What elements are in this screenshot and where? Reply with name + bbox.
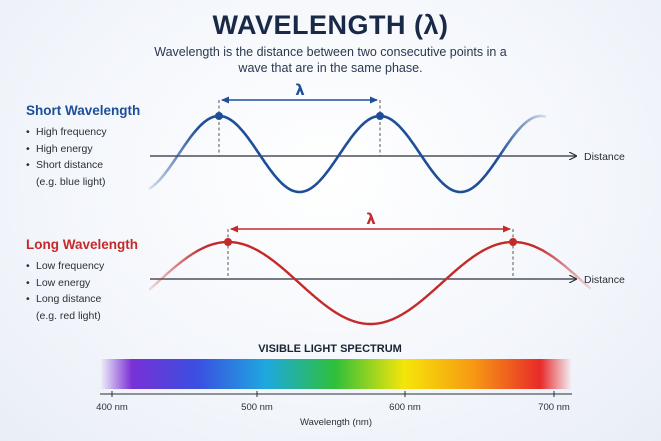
spectrum-fade-left bbox=[100, 359, 132, 389]
spectrum-title: VISIBLE LIGHT SPECTRUM bbox=[258, 343, 402, 355]
spectrum-bar bbox=[100, 359, 572, 389]
short-wave-curve bbox=[148, 114, 547, 194]
spectrum-tick-marks bbox=[111, 391, 555, 397]
long-wavelength-title: Long Wavelength bbox=[26, 237, 138, 252]
long-axis-label: Distance bbox=[584, 274, 625, 286]
long-peak-point-2 bbox=[509, 238, 517, 246]
short-wavelength-list: High frequency High energy Short distanc… bbox=[26, 124, 107, 190]
spectrum-tick-label-600: 600 nm bbox=[389, 402, 421, 413]
list-item: High frequency bbox=[26, 124, 107, 141]
short-axis-label: Distance bbox=[584, 151, 625, 163]
list-item: Short distance bbox=[26, 157, 107, 174]
list-item-note: (e.g. blue light) bbox=[36, 175, 106, 188]
list-item: Low energy bbox=[26, 275, 104, 292]
spectrum-axis-label: Wavelength (nm) bbox=[300, 417, 372, 428]
spectrum-tick-label-500: 500 nm bbox=[241, 402, 273, 413]
list-item: High energy bbox=[26, 141, 107, 158]
long-peak-point-1 bbox=[224, 238, 232, 246]
short-peak-point-2 bbox=[376, 112, 384, 120]
page-title: WAVELENGTH (λ) bbox=[212, 10, 449, 40]
short-lambda-label: λ bbox=[295, 81, 305, 99]
short-peak-point-1 bbox=[215, 112, 223, 120]
page-subtitle: Wavelength is the distance between two c… bbox=[154, 45, 507, 75]
long-lambda-label: λ bbox=[366, 210, 376, 228]
long-wavelength-list: Low frequency Low energy Long distance (… bbox=[26, 258, 104, 324]
list-item: Low frequency bbox=[26, 258, 104, 275]
list-item-note: (e.g. red light) bbox=[36, 309, 101, 322]
spectrum-fade-right bbox=[540, 359, 572, 389]
short-wavelength-title: Short Wavelength bbox=[26, 103, 141, 118]
list-item: Long distance bbox=[26, 291, 104, 308]
spectrum-tick-label-700: 700 nm bbox=[538, 402, 570, 413]
spectrum-tick-label-400: 400 nm bbox=[96, 402, 128, 413]
long-wave-curve bbox=[148, 240, 592, 326]
